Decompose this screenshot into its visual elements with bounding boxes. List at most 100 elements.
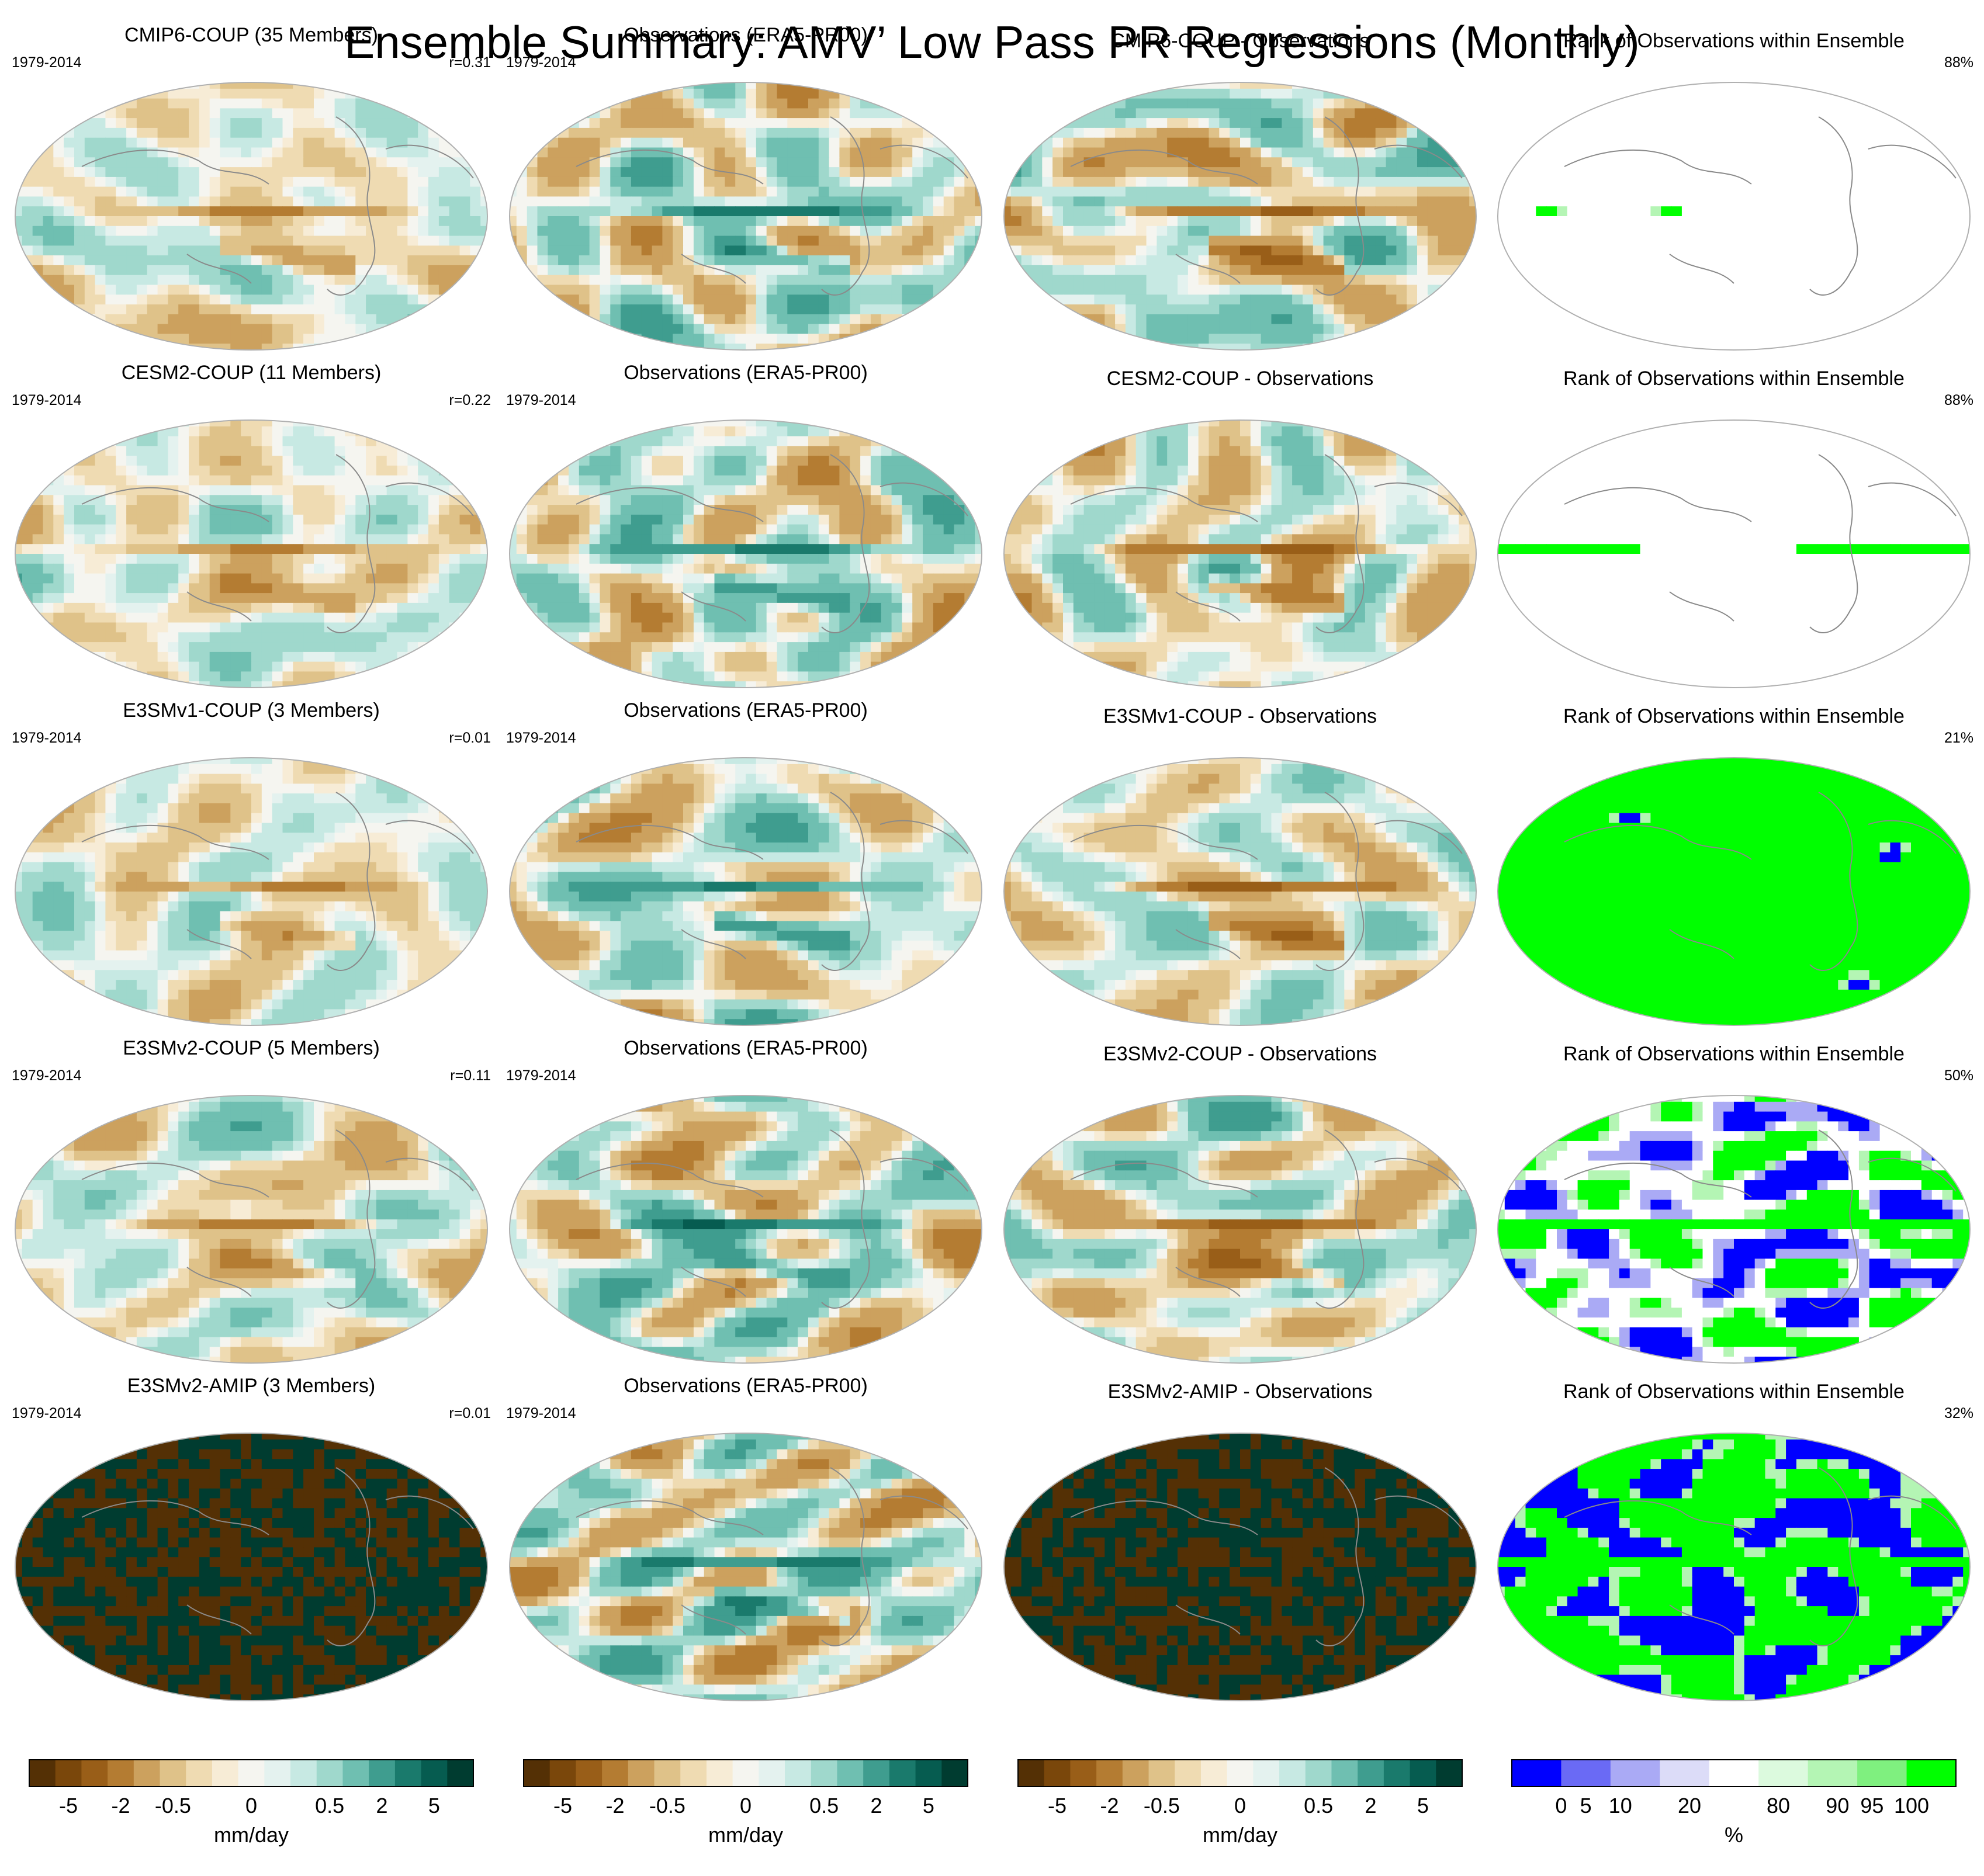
colorbar-swatch — [785, 1760, 812, 1787]
map-outline — [15, 1095, 488, 1364]
colorbar-swatch — [316, 1760, 343, 1787]
map-model-row1 — [15, 82, 488, 351]
map-diff-row4 — [1003, 1095, 1477, 1364]
map-field — [15, 82, 487, 350]
map-model-row4 — [15, 1095, 488, 1364]
colorbar-swatch — [1512, 1760, 1561, 1787]
map-outline — [15, 757, 488, 1026]
colorbar-tick-label: -5 — [1034, 1794, 1081, 1818]
map-field — [15, 1095, 487, 1363]
rank-percent: 50% — [1909, 1067, 1973, 1084]
colorbar-swatch — [238, 1760, 265, 1787]
map-diff-row2 — [1003, 419, 1477, 688]
map-outline — [1497, 1433, 1971, 1701]
map-field — [510, 82, 982, 350]
colorbar-swatch — [811, 1760, 837, 1787]
colorbar-tick-label: -2 — [97, 1794, 144, 1818]
precip-colorbar-3 — [1017, 1759, 1463, 1787]
colorbar-unit-label: % — [1512, 1823, 1956, 1847]
map-field — [510, 420, 982, 688]
colorbar-unit-label: mm/day — [29, 1823, 473, 1847]
correlation-label: r=0.31 — [427, 54, 491, 71]
panel-title-model: CESM2-COUP (11 Members) — [29, 362, 473, 384]
correlation-label: r=0.22 — [427, 392, 491, 409]
coastline — [576, 454, 968, 633]
map-field — [15, 758, 487, 1025]
colorbar-frame — [523, 1759, 968, 1787]
coastline — [1564, 116, 1957, 296]
colorbar-swatch — [524, 1760, 550, 1787]
coastline — [1564, 1467, 1957, 1646]
rank-percent: 88% — [1909, 54, 1973, 71]
colorbar-swatch — [55, 1760, 82, 1787]
panel-title-rank: Rank of Observations within Ensemble — [1512, 705, 1956, 728]
map-field — [510, 1433, 982, 1701]
map-outline — [15, 1433, 488, 1701]
colorbar-swatch — [212, 1760, 239, 1787]
coastline — [81, 792, 474, 971]
colorbar-tick-label: 0.5 — [306, 1794, 353, 1818]
colorbar-swatch — [602, 1760, 629, 1787]
panel-title-diff: CMIP6-COUP - Observations — [1018, 30, 1462, 53]
colorbar-swatch — [1358, 1760, 1384, 1787]
colorbar-tick-label: -0.5 — [1138, 1794, 1185, 1818]
map-model-row3 — [15, 757, 488, 1026]
colorbar-swatch — [342, 1760, 369, 1787]
map-outline — [1497, 82, 1971, 351]
colorbar-swatch — [81, 1760, 108, 1787]
map-field — [1498, 82, 1970, 350]
colorbar-swatch — [421, 1760, 448, 1787]
colorbar-unit-label: mm/day — [524, 1823, 968, 1847]
colorbar-swatch — [863, 1760, 890, 1787]
coastline — [1564, 792, 1957, 971]
colorbar-swatch — [1044, 1760, 1071, 1787]
colorbar-tick-label: 0 — [1217, 1794, 1263, 1818]
colorbar-swatch — [915, 1760, 942, 1787]
colorbar-swatch — [941, 1760, 968, 1787]
colorbar-swatch — [160, 1760, 186, 1787]
colorbar-swatch — [394, 1760, 422, 1787]
period-label: 1979-2014 — [506, 1067, 576, 1084]
colorbar-swatch — [1122, 1760, 1149, 1787]
panel-title-obs: Observations (ERA5-PR00) — [524, 1375, 968, 1398]
colorbar-swatch — [1253, 1760, 1280, 1787]
colorbar-tick-label: 5 — [1400, 1794, 1446, 1818]
panel-title-model: E3SMv2-COUP (5 Members) — [29, 1037, 473, 1060]
panel-title-diff: E3SMv1-COUP - Observations — [1018, 705, 1462, 728]
map-outline — [1003, 82, 1477, 351]
coastline — [1070, 1129, 1463, 1309]
colorbar-tick-label: -5 — [45, 1794, 92, 1818]
colorbar-swatch — [549, 1760, 576, 1787]
rank-colorbar — [1511, 1759, 1957, 1787]
period-label: 1979-2014 — [12, 730, 82, 747]
colorbar-frame — [29, 1759, 474, 1787]
colorbar-swatch — [108, 1760, 134, 1787]
colorbar-tick-label: 0 — [1538, 1794, 1584, 1818]
colorbar-swatch — [1331, 1760, 1358, 1787]
colorbar-swatch — [628, 1760, 655, 1787]
period-label: 1979-2014 — [506, 54, 576, 71]
precip-colorbar-1 — [29, 1759, 474, 1787]
map-outline — [15, 82, 488, 351]
colorbar-tick-label: 2 — [853, 1794, 900, 1818]
colorbar-swatch — [1758, 1760, 1809, 1787]
map-rank-row5 — [1497, 1433, 1971, 1701]
map-model-row2 — [15, 419, 488, 688]
panel-title-model: E3SMv2-AMIP (3 Members) — [29, 1375, 473, 1398]
colorbar-swatch — [1383, 1760, 1411, 1787]
coastline — [81, 1129, 474, 1309]
colorbar-swatch — [654, 1760, 681, 1787]
map-outline — [509, 757, 982, 1026]
map-field — [1498, 1095, 1970, 1363]
coastline — [81, 116, 474, 296]
coastline — [1070, 1467, 1463, 1646]
period-label: 1979-2014 — [12, 54, 82, 71]
map-field — [1004, 82, 1476, 350]
colorbar-unit-label: mm/day — [1018, 1823, 1462, 1847]
panel-title-rank: Rank of Observations within Ensemble — [1512, 1043, 1956, 1066]
colorbar-tick-label: 5 — [411, 1794, 458, 1818]
colorbar-swatch — [1096, 1760, 1123, 1787]
map-rank-row2 — [1497, 419, 1971, 688]
colorbar-swatch — [447, 1760, 474, 1787]
map-field — [15, 1433, 487, 1701]
